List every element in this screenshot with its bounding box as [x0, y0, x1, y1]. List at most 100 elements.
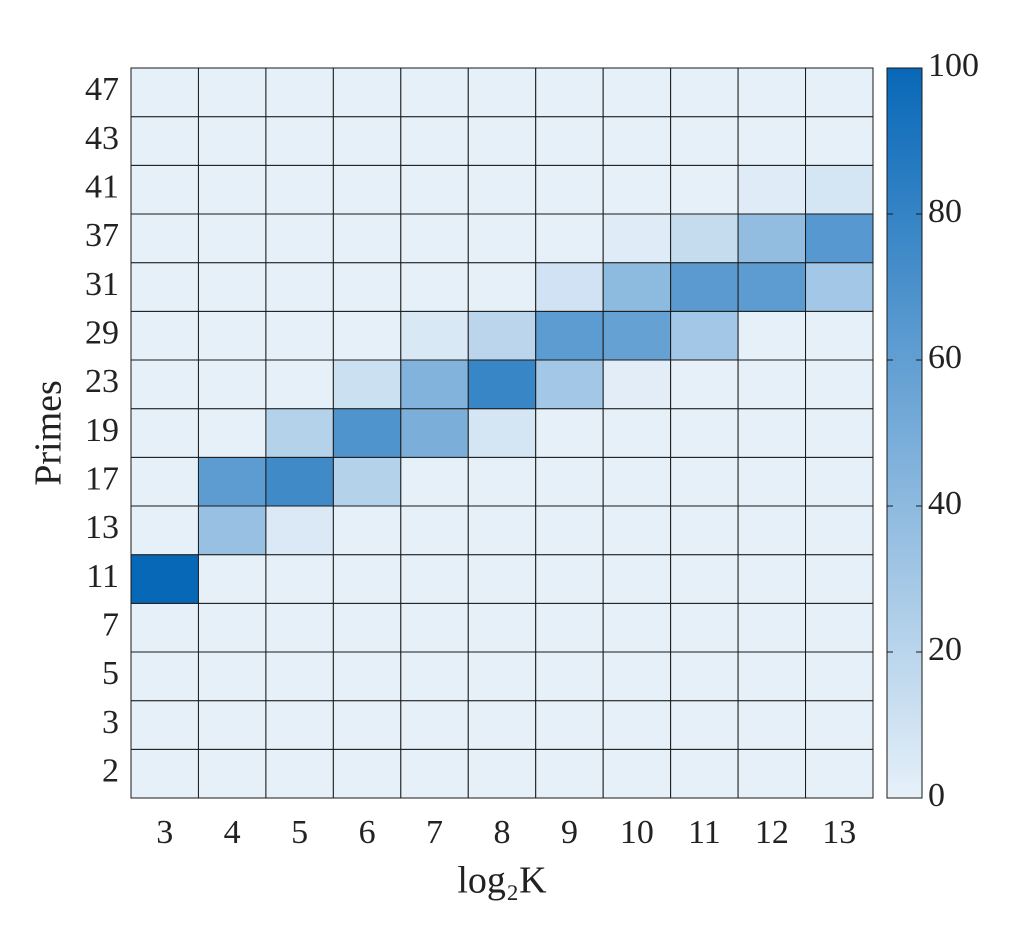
heatmap-cell	[400, 116, 469, 166]
heatmap-cell	[130, 748, 199, 799]
heatmap-cell	[332, 456, 402, 507]
heatmap-cell	[670, 67, 739, 118]
heatmap-cell	[130, 456, 199, 507]
heatmap-cell	[332, 554, 402, 604]
heatmap-cell	[130, 651, 199, 702]
heatmap-cell	[332, 359, 402, 410]
heatmap-cell	[737, 359, 807, 410]
heatmap-cell	[602, 456, 672, 507]
heatmap-cell	[737, 505, 807, 556]
heatmap-cell	[737, 602, 807, 653]
heatmap-cell	[265, 310, 334, 361]
heatmap-cell	[602, 359, 672, 410]
heatmap-cell	[400, 651, 469, 702]
heatmap-cell	[467, 164, 537, 215]
y-tick-label: 43	[85, 120, 119, 157]
heatmap-cell	[602, 554, 672, 604]
colorbar-tick-label: 80	[928, 193, 962, 230]
heatmap-cell	[467, 748, 537, 799]
y-tick-label: 2	[102, 752, 119, 789]
heatmap-cell	[805, 554, 874, 604]
x-tick-label: 13	[822, 814, 856, 851]
heatmap-cell	[130, 310, 199, 361]
heatmap-cell	[670, 164, 739, 215]
heatmap-cell	[602, 67, 672, 118]
heatmap-cell	[737, 213, 807, 264]
heatmap-cell	[670, 700, 739, 750]
heatmap-cell	[265, 262, 334, 312]
heatmap-cell	[670, 262, 739, 312]
heatmap-cell	[332, 408, 402, 458]
heatmap-cell	[400, 310, 469, 361]
heatmap-cell	[332, 213, 402, 264]
heatmap-cell	[805, 262, 874, 312]
heatmap-cell	[332, 67, 402, 118]
heatmap-cell	[467, 116, 537, 166]
heatmap-cell	[602, 116, 672, 166]
heatmap-cell	[130, 67, 199, 118]
heatmap-cell	[332, 310, 402, 361]
heatmap-cell	[737, 262, 807, 312]
y-tick-label: 29	[85, 314, 119, 351]
heatmap-cell	[535, 505, 604, 556]
x-axis-label: log₂K	[457, 860, 547, 902]
heatmap-cell	[805, 67, 874, 118]
heatmap-cell	[670, 554, 739, 604]
x-tick-label: 11	[688, 814, 721, 851]
y-tick-label: 17	[85, 460, 119, 497]
heatmap-cell	[197, 310, 267, 361]
heatmap-cell	[332, 262, 402, 312]
heatmap-cell	[737, 67, 807, 118]
heatmap-cell	[535, 359, 604, 410]
heatmap-cell	[535, 164, 604, 215]
colorbar-tick-label: 40	[928, 485, 962, 522]
heatmap-cell	[400, 456, 469, 507]
heatmap-cell	[265, 67, 334, 118]
heatmap-cell	[197, 359, 267, 410]
heatmap-cell	[265, 505, 334, 556]
heatmap-cell	[670, 116, 739, 166]
heatmap-cell	[737, 651, 807, 702]
heatmap-cell	[535, 700, 604, 750]
heatmap-cell	[400, 164, 469, 215]
heatmap-cell	[467, 67, 537, 118]
heatmap-cell	[265, 164, 334, 215]
heatmap-cell	[535, 310, 604, 361]
heatmap-cell	[265, 408, 334, 458]
heatmap-cell	[332, 700, 402, 750]
heatmap-cell	[467, 602, 537, 653]
heatmap-cell	[670, 456, 739, 507]
heatmap-cell	[805, 651, 874, 702]
heatmap-cell	[602, 602, 672, 653]
heatmap-cell	[467, 213, 537, 264]
y-tick-label: 31	[85, 266, 119, 303]
heatmap-cell	[805, 116, 874, 166]
heatmap-cell	[400, 359, 469, 410]
colorbar-tick-label: 0	[928, 777, 945, 814]
heatmap-cell	[602, 748, 672, 799]
y-tick-label: 7	[102, 606, 119, 643]
heatmap-cell	[197, 700, 267, 750]
y-tick-label: 37	[85, 217, 119, 254]
heatmap-cell	[467, 505, 537, 556]
heatmap-cell	[400, 602, 469, 653]
heatmap-cell	[805, 456, 874, 507]
x-tick-label: 10	[620, 814, 654, 851]
heatmap-cell	[602, 164, 672, 215]
heatmap-cell	[535, 408, 604, 458]
heatmap-cell	[197, 164, 267, 215]
heatmap-cell	[670, 213, 739, 264]
y-tick-label: 11	[86, 558, 119, 595]
heatmap-cell	[602, 213, 672, 264]
heatmap-cell	[130, 505, 199, 556]
heatmap-cell	[737, 700, 807, 750]
heatmap-cell	[737, 408, 807, 458]
heatmap-cell	[265, 748, 334, 799]
heatmap-cell	[197, 262, 267, 312]
heatmap-cell	[805, 700, 874, 750]
heatmap-cell	[737, 310, 807, 361]
y-axis-label: Primes	[28, 380, 70, 486]
heatmap-cell	[805, 164, 874, 215]
heatmap-cell	[467, 554, 537, 604]
